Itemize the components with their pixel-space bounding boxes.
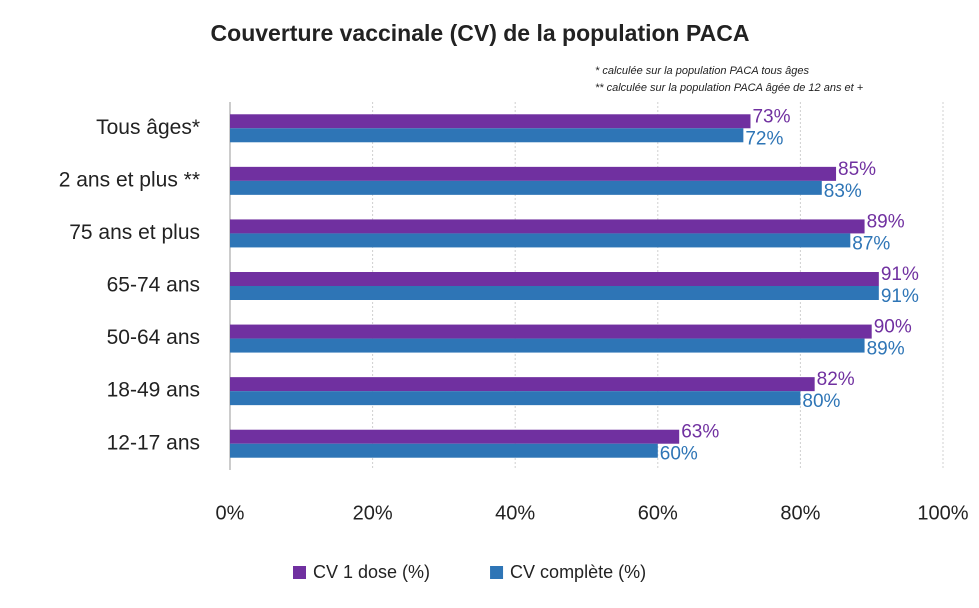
legend-label: CV 1 dose (%) — [313, 562, 430, 582]
bar — [230, 286, 879, 300]
bar — [230, 443, 658, 458]
data-label: 91% — [881, 264, 919, 285]
x-tick-label: 20% — [353, 502, 393, 524]
y-tick-label: Tous âges* — [96, 116, 200, 139]
bar — [230, 324, 872, 339]
bar — [230, 114, 751, 129]
y-tick-label: 18-49 ans — [107, 379, 200, 402]
data-label: 89% — [867, 339, 905, 360]
data-label: 89% — [867, 211, 905, 232]
x-tick-label: 100% — [917, 502, 968, 524]
y-tick-label: 65-74 ans — [107, 274, 200, 297]
x-tick-label: 80% — [780, 502, 820, 524]
x-tick-label: 40% — [495, 502, 535, 524]
x-tick-label: 0% — [216, 502, 245, 524]
data-label: 73% — [752, 106, 790, 127]
y-tick-label: 50-64 ans — [107, 326, 200, 349]
data-label: 91% — [881, 286, 919, 307]
bar — [230, 391, 801, 406]
annotation: ** calculée sur la population PACA âgée … — [595, 82, 864, 94]
data-label: 85% — [838, 159, 876, 180]
bar — [230, 128, 744, 143]
data-label: 83% — [824, 181, 862, 202]
bar — [230, 219, 865, 234]
legend-swatch — [490, 566, 504, 579]
bar — [230, 377, 815, 392]
bar — [230, 180, 822, 195]
legend-label: CV complète (%) — [510, 562, 646, 582]
y-tick-label: 12-17 ans — [107, 431, 200, 454]
data-label: 90% — [874, 317, 912, 338]
data-label: 87% — [852, 233, 890, 254]
bar — [230, 429, 680, 444]
data-label: 72% — [745, 128, 783, 149]
data-label: 63% — [681, 422, 719, 443]
bar — [230, 272, 879, 286]
bar — [230, 233, 851, 248]
bar — [230, 338, 865, 353]
data-label: 60% — [660, 444, 698, 465]
bar — [230, 166, 837, 181]
data-label: 82% — [817, 369, 855, 390]
y-tick-label: 2 ans et plus ** — [59, 168, 200, 191]
legend-swatch — [293, 566, 306, 579]
chart-title: Couverture vaccinale (CV) de la populati… — [211, 20, 750, 46]
annotation: * calculée sur la population PACA tous â… — [595, 65, 810, 77]
x-tick-label: 60% — [638, 502, 678, 524]
y-tick-label: 75 ans et plus — [69, 221, 200, 244]
data-label: 80% — [802, 391, 840, 412]
